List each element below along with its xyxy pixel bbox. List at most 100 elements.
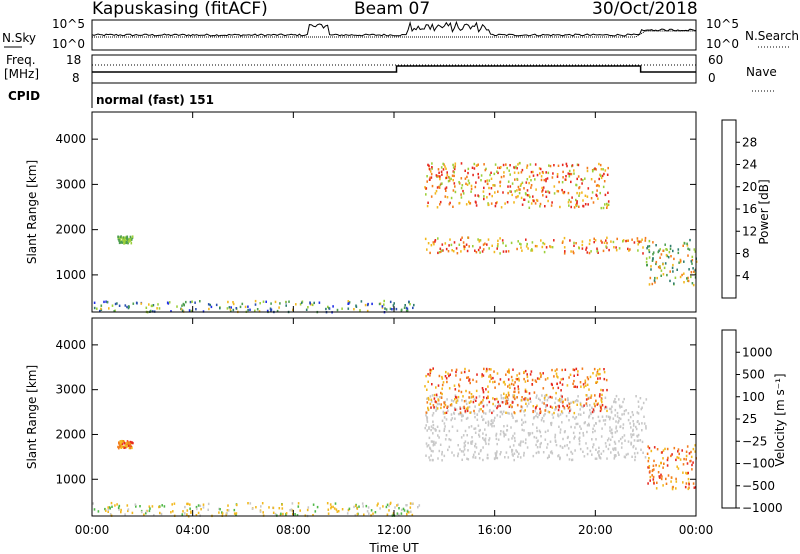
scatter-cell xyxy=(588,416,590,419)
scatter-cell xyxy=(447,175,450,179)
scatter-cell xyxy=(611,431,614,435)
scatter-cell xyxy=(536,404,538,407)
scatter-cell xyxy=(388,509,390,512)
scatter-cell xyxy=(494,404,497,408)
scatter-cell xyxy=(460,371,463,374)
scatter-cell xyxy=(503,435,505,438)
power-y-label: Slant Range [km] xyxy=(25,160,39,264)
scatter-cell xyxy=(562,377,564,381)
scatter-cell xyxy=(114,309,116,312)
scatter-cell xyxy=(572,431,575,435)
scatter-cell xyxy=(431,184,434,188)
scatter-cell xyxy=(149,507,151,510)
scatter-cell xyxy=(561,398,563,401)
scatter-cell xyxy=(679,458,682,461)
scatter-cell xyxy=(600,239,602,243)
scatter-cell xyxy=(675,477,677,481)
scatter-cell xyxy=(582,450,584,453)
scatter-cell xyxy=(587,203,589,206)
scatter-cell xyxy=(578,439,581,443)
scatter-cell xyxy=(561,163,564,167)
scatter-cell xyxy=(417,506,419,509)
scatter-cell xyxy=(450,413,453,416)
scatter-cell xyxy=(578,437,580,440)
scatter-cell xyxy=(431,414,434,417)
scatter-cell xyxy=(652,475,655,479)
scatter-cell xyxy=(651,259,654,262)
scatter-cell xyxy=(551,246,554,249)
scatter-cell xyxy=(186,509,189,512)
colorbar-tick-label: 24 xyxy=(742,158,757,172)
scatter-cell xyxy=(547,199,549,203)
y-tick-label: 1000 xyxy=(55,472,86,486)
scatter-cell xyxy=(353,505,355,509)
scatter-cell xyxy=(487,442,490,446)
scatter-cell xyxy=(595,184,598,187)
scatter-cell xyxy=(602,168,604,171)
scatter-cell xyxy=(123,440,126,443)
scatter-cell xyxy=(278,507,281,510)
scatter-cell xyxy=(452,170,455,173)
scatter-cell xyxy=(511,450,513,453)
scatter-cell xyxy=(447,409,449,412)
scatter-cell xyxy=(247,308,249,312)
scatter-cell xyxy=(504,396,507,399)
scatter-cell xyxy=(462,189,464,193)
freq-strip: Freq. [MHz] 18 8 60 0 Nave xyxy=(4,53,777,92)
scatter-cell xyxy=(488,368,491,371)
scatter-cell xyxy=(595,374,598,377)
freq-unit: [MHz] xyxy=(4,67,39,81)
scatter-cell xyxy=(509,190,511,193)
scatter-cell xyxy=(443,427,446,431)
scatter-cell xyxy=(215,303,218,307)
scatter-cell xyxy=(445,418,448,421)
scatter-cell xyxy=(598,177,600,181)
scatter-cell xyxy=(440,166,443,169)
scatter-cell xyxy=(624,439,626,442)
scatter-cell xyxy=(455,374,457,377)
scatter-cell xyxy=(426,418,428,421)
scatter-cell xyxy=(631,238,633,241)
scatter-cell xyxy=(637,249,639,252)
scatter-cell xyxy=(477,194,479,197)
scatter-cell xyxy=(559,444,562,448)
scatter-cell xyxy=(460,238,462,241)
scatter-cell xyxy=(521,249,523,252)
scatter-cell xyxy=(472,453,475,456)
scatter-cell xyxy=(489,374,492,377)
scatter-cell xyxy=(660,269,663,272)
scatter-cell xyxy=(602,249,605,253)
scatter-cell xyxy=(474,442,477,446)
scatter-cell xyxy=(598,450,600,453)
scatter-cell xyxy=(625,409,627,412)
scatter-cell xyxy=(516,419,518,423)
scatter-cell xyxy=(519,409,522,413)
scatter-cell xyxy=(586,195,589,198)
scatter-cell xyxy=(268,506,270,509)
scatter-cell xyxy=(570,450,572,454)
scatter-cell xyxy=(132,441,134,445)
scatter-cell xyxy=(495,454,498,457)
scatter-cell xyxy=(691,282,694,285)
scatter-cell xyxy=(487,396,489,399)
scatter-cell xyxy=(511,182,514,185)
scatter-cell xyxy=(594,239,597,242)
scatter-cell xyxy=(685,482,688,485)
scatter-cell xyxy=(256,308,259,311)
scatter-cell xyxy=(433,397,436,400)
scatter-cell xyxy=(608,443,611,446)
scatter-cell xyxy=(232,301,234,304)
scatter-cell xyxy=(426,429,428,432)
scatter-cell xyxy=(160,512,163,516)
scatter-cell xyxy=(687,477,690,481)
scatter-cell xyxy=(428,168,431,171)
scatter-cell xyxy=(456,399,458,402)
scatter-cell xyxy=(464,429,467,433)
scatter-cell xyxy=(490,368,492,371)
scatter-cell xyxy=(353,308,355,311)
scatter-cell xyxy=(111,505,113,508)
scatter-cell xyxy=(557,413,559,416)
scatter-cell xyxy=(447,250,450,253)
scatter-cell xyxy=(570,172,573,176)
